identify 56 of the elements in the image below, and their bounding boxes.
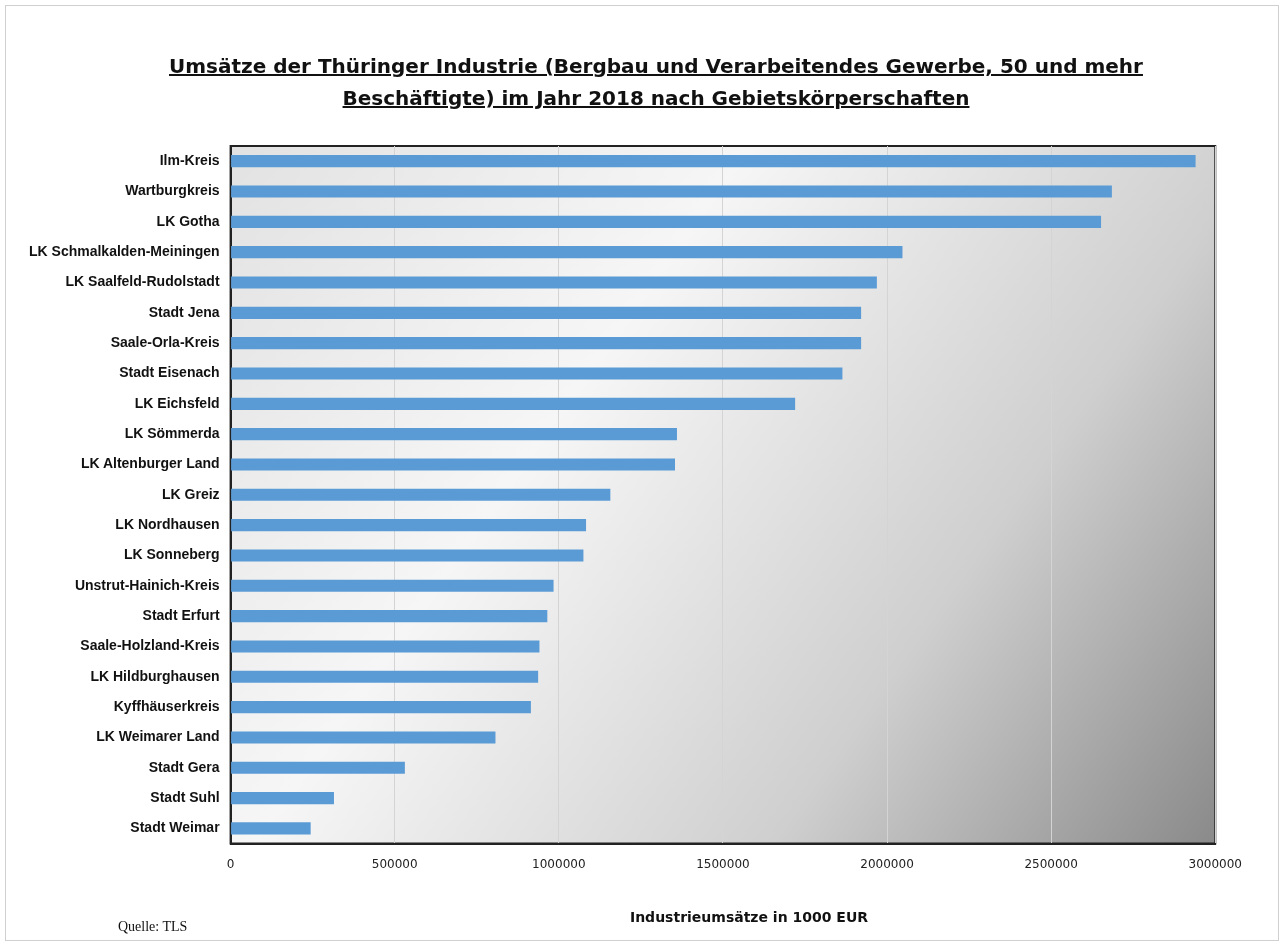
y-tick-label: LK Greiz: [162, 485, 220, 502]
bar: [231, 701, 531, 714]
bar: [231, 761, 405, 774]
bar: [231, 792, 334, 805]
bar: [231, 367, 843, 380]
bar: [231, 549, 584, 562]
bar: [231, 610, 548, 623]
x-tick-label: 500000: [371, 856, 418, 871]
y-tick-label: Saale-Orla-Kreis: [110, 334, 220, 351]
y-tick-label: LK Weimarer Land: [96, 728, 220, 745]
y-tick-label: LK Sömmerda: [124, 425, 220, 441]
x-axis-title: Industrieumsätze in 1000 EUR: [628, 909, 870, 925]
bar: [231, 670, 539, 683]
y-tick-label: Stadt Jena: [148, 303, 220, 320]
y-tick-label: LK Schmalkalden-Meiningen: [28, 243, 220, 260]
y-tick-label: LK Hildburghausen: [90, 667, 220, 684]
y-tick-label: Kyffhäuserkreis: [113, 697, 220, 714]
bar: [231, 306, 862, 319]
source-note: Quelle: TLS: [118, 919, 188, 935]
bar: [231, 488, 611, 501]
bar: [231, 246, 903, 259]
bar: [231, 155, 1196, 168]
y-tick-label: Unstrut-Hainich-Kreis: [74, 576, 220, 593]
x-tick-label: 0: [226, 856, 235, 871]
bar: [231, 822, 311, 835]
bar: [231, 397, 796, 410]
x-tick-label: 2500000: [1024, 856, 1078, 871]
y-tick-label: Stadt Erfurt: [142, 606, 220, 623]
y-tick-label: Saale-Holzland-Kreis: [80, 637, 220, 654]
y-tick-label: Stadt Eisenach: [119, 364, 220, 381]
bar: [231, 731, 496, 744]
y-tick-label: LK Nordhausen: [115, 515, 220, 532]
y-tick-label: Stadt Suhl: [150, 788, 220, 805]
bar: [231, 215, 1102, 228]
x-tick-label: 1000000: [532, 856, 586, 871]
chart-title: Umsätze der Thüringer Industrie (Bergbau und Verarbeitendes Gewerbe, 50 und mehr Beschäftigte) im Jahr 2018 nach Gebietskörperschaften: [168, 53, 1144, 112]
bar: [231, 579, 554, 592]
bar: [231, 185, 1112, 198]
y-tick-label: Stadt Gera: [148, 758, 220, 775]
bar: [231, 428, 677, 441]
bar: [231, 337, 862, 350]
y-tick-label: LK Eichsfeld: [134, 394, 220, 411]
y-tick-label: Ilm-Kreis: [159, 152, 220, 169]
bar: [231, 519, 587, 532]
bar: [231, 276, 877, 289]
y-tick-label: LK Gotha: [156, 212, 220, 229]
x-tick-label: 2000000: [860, 856, 914, 871]
bar: [231, 640, 540, 653]
y-tick-label: LK Saalfeld-Rudolstadt: [65, 273, 220, 290]
y-tick-label: LK Altenburger Land: [80, 455, 220, 472]
x-tick-label: 1500000: [696, 856, 750, 871]
bar: [231, 458, 676, 471]
y-tick-label: Wartburgkreis: [125, 182, 220, 199]
y-tick-label: Stadt Weimar: [130, 819, 221, 836]
y-tick-label: LK Sonneberg: [123, 546, 220, 563]
x-tick-label: 3000000: [1188, 856, 1242, 871]
